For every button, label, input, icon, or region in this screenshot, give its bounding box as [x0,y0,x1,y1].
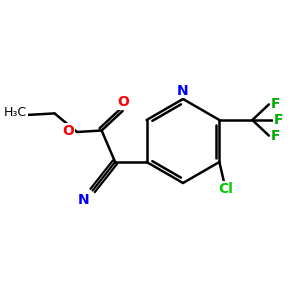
Text: O: O [63,124,75,137]
Text: F: F [274,113,283,127]
Text: N: N [177,84,189,98]
Text: H₃C: H₃C [4,106,27,119]
Text: O: O [117,95,129,109]
Text: Cl: Cl [218,182,233,196]
Text: F: F [271,129,280,142]
Text: F: F [271,98,280,111]
Text: N: N [78,193,89,207]
